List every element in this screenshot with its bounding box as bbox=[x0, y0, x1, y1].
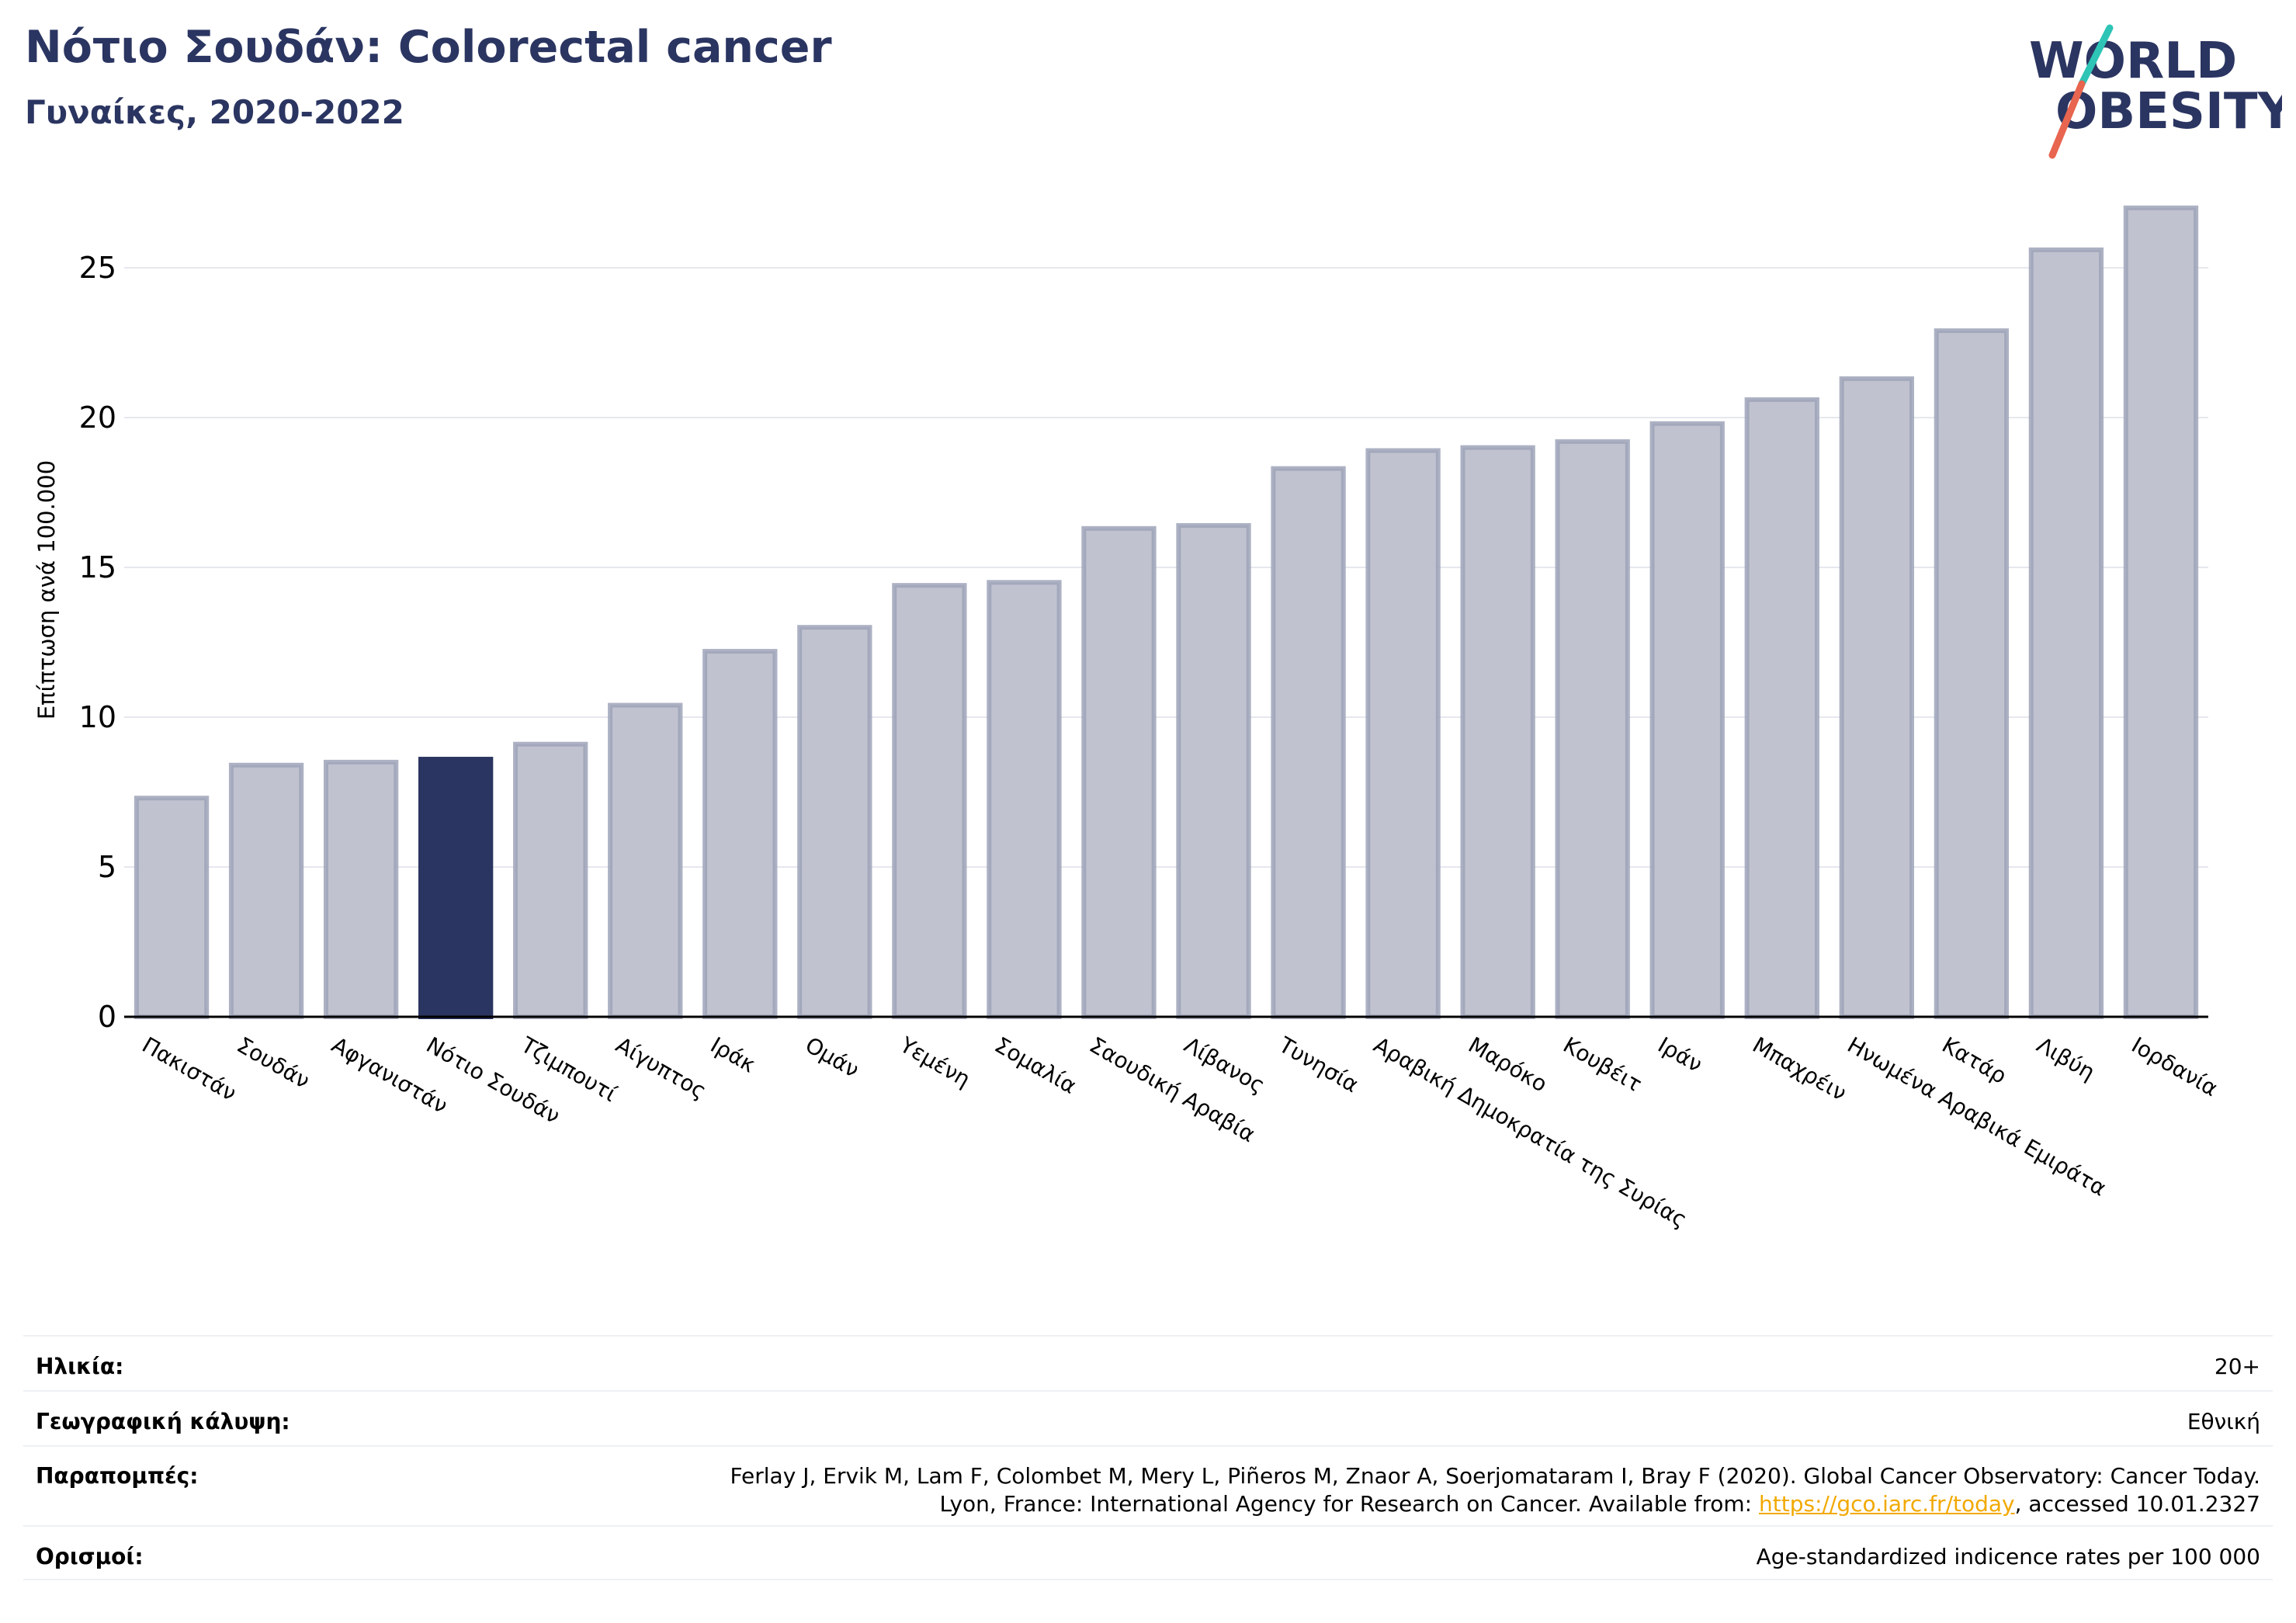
logo-line1: WORLD bbox=[2029, 33, 2237, 90]
y-tick-label: 10 bbox=[79, 700, 116, 734]
bar bbox=[2028, 247, 2104, 1019]
definitions-label: Ορισμοί: bbox=[36, 1544, 144, 1569]
bar bbox=[797, 625, 872, 1019]
bars bbox=[134, 205, 2199, 1020]
y-axis-label: Επίπτωση ανά 100.000 bbox=[33, 460, 60, 720]
x-tick-label: Μπαχρέιν bbox=[1748, 1032, 1850, 1105]
y-tick-label: 20 bbox=[79, 401, 116, 435]
logo-slash-teal bbox=[2078, 24, 2114, 88]
references-line2-post: , accessed 10.01.2327 bbox=[2014, 1491, 2260, 1517]
x-tick-label: Υεμένη bbox=[895, 1032, 975, 1092]
y-tick-label: 25 bbox=[79, 251, 116, 285]
bar bbox=[1081, 525, 1157, 1019]
y-tick-label: 5 bbox=[98, 850, 116, 884]
y-tick-label: 0 bbox=[98, 1000, 116, 1034]
coverage-value: Εθνική bbox=[2187, 1409, 2260, 1434]
x-tick-label: Αίγυπτος bbox=[612, 1032, 711, 1104]
bar bbox=[134, 796, 210, 1019]
x-tick-label: Σαουδική Αραβία bbox=[1085, 1032, 1260, 1147]
x-tick-label: Σομαλία bbox=[990, 1032, 1081, 1098]
age-value: 20+ bbox=[2214, 1354, 2260, 1379]
bar bbox=[608, 702, 683, 1019]
bar bbox=[1271, 466, 1346, 1019]
chart-title: Νότιο Σουδάν: Colorectal cancer bbox=[25, 22, 832, 73]
x-tick-label: Ομάν bbox=[801, 1032, 864, 1083]
x-tick-label: Σουδάν bbox=[233, 1032, 314, 1094]
y-tick-label: 15 bbox=[79, 550, 116, 584]
bar bbox=[987, 580, 1062, 1019]
bar bbox=[1555, 439, 1630, 1019]
logo-slash-red bbox=[2048, 80, 2086, 159]
references-label: Παραπομπές: bbox=[36, 1463, 199, 1489]
bar bbox=[1934, 328, 2010, 1019]
bar bbox=[892, 583, 967, 1019]
x-tick-label: Τυνησία bbox=[1274, 1032, 1363, 1098]
x-tick-label: Ιράκ bbox=[706, 1032, 760, 1077]
coverage-label: Γεωγραφική κάλυψη: bbox=[36, 1409, 290, 1434]
bar bbox=[1649, 421, 1725, 1019]
references-line2-pre: Lyon, France: International Agency for R… bbox=[939, 1491, 1759, 1517]
references-link[interactable]: https://gco.iarc.fr/today bbox=[1759, 1491, 2015, 1517]
x-tick-label: Κουβέιτ bbox=[1559, 1032, 1646, 1097]
bar bbox=[323, 759, 399, 1020]
x-tick-label: Λιβύη bbox=[2032, 1032, 2099, 1085]
age-label: Ηλικία: bbox=[36, 1354, 124, 1379]
bar bbox=[2123, 205, 2199, 1019]
bar bbox=[1176, 522, 1251, 1019]
bar bbox=[1365, 448, 1441, 1019]
meta-row-definitions: Ορισμοί: Age-standardized indicence rate… bbox=[23, 1525, 2273, 1580]
x-tick-label: Κατάρ bbox=[1937, 1032, 2010, 1089]
definitions-value: Age-standardized indicence rates per 100… bbox=[1756, 1544, 2260, 1569]
references-line1: Ferlay J, Ervik M, Lam F, Colombet M, Me… bbox=[730, 1463, 2260, 1489]
logo-line2: OBESITY bbox=[2055, 83, 2282, 140]
meta-row-age: Ηλικία: 20+ bbox=[23, 1335, 2273, 1390]
bar bbox=[513, 741, 588, 1019]
bar bbox=[228, 762, 304, 1019]
bar bbox=[1460, 445, 1535, 1019]
x-tick-label: Πακιστάν bbox=[138, 1032, 241, 1106]
bar bbox=[1744, 397, 1819, 1019]
x-tick-label: Ιορδανία bbox=[2127, 1032, 2221, 1101]
y-tick-labels: 0 5 10 15 20 25 bbox=[79, 251, 116, 1034]
x-tick-label: Ιράν bbox=[1653, 1032, 1707, 1077]
meta-row-references: Παραπομπές: Ferlay J, Ervik M, Lam F, Co… bbox=[23, 1445, 2273, 1525]
world-obesity-logo: WORLD OBESITY bbox=[2029, 24, 2282, 159]
metadata-table: Ηλικία: 20+ Γεωγραφική κάλυψη: Εθνική Πα… bbox=[23, 1335, 2273, 1580]
bar bbox=[702, 649, 778, 1020]
bar bbox=[418, 757, 494, 1019]
bar bbox=[1839, 376, 1914, 1019]
references-value: Ferlay J, Ervik M, Lam F, Colombet M, Me… bbox=[730, 1447, 2260, 1518]
chart-subtitle: Γυναίκες, 2020-2022 bbox=[25, 93, 404, 131]
meta-row-coverage: Γεωγραφική κάλυψη: Εθνική bbox=[23, 1390, 2273, 1445]
